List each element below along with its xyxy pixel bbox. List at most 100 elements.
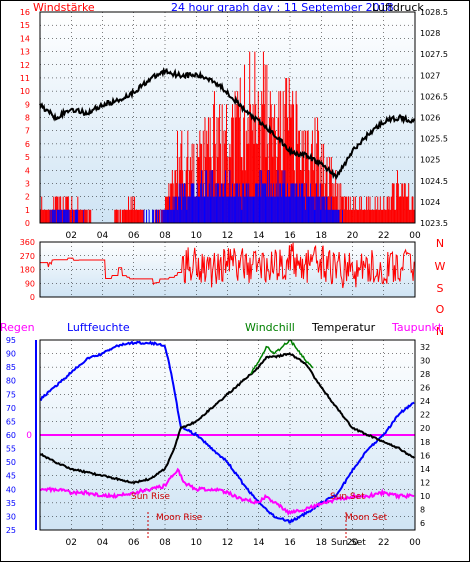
moon-rise-label: Moon Rise: [156, 513, 203, 523]
humidity-y-tick-label: 60: [6, 431, 16, 440]
dewpoint-legend-label: Taupunkt: [391, 321, 443, 334]
wind-y-tick-label: 5: [25, 153, 30, 162]
wind-y-tick-label: 15: [20, 21, 30, 30]
compass-label: N: [436, 325, 444, 338]
humidity-x-tick-label: 14: [253, 538, 265, 548]
windchill-legend-label: Windchill: [245, 321, 295, 334]
temperature-y-tick-label: 16: [420, 451, 430, 460]
wind-y-tick-label: 16: [20, 8, 30, 17]
pressure-y-tick-label: 1024.5: [420, 177, 448, 186]
temperature-y-tick-label: 14: [420, 465, 430, 474]
wind-y-tick-label: 7: [25, 127, 30, 136]
pressure-y-tick-label: 1025.5: [420, 135, 448, 144]
sun-set-label: Sun Set: [330, 492, 365, 502]
humidity-y-tick-label: 40: [6, 485, 16, 494]
moon-set-label: Moon Set: [345, 513, 388, 523]
humidity-y-tick-label: 95: [6, 336, 16, 345]
humidity-y-tick-label: 30: [6, 512, 16, 521]
humidity-x-tick-label: 20: [347, 538, 359, 548]
compass-label: N: [436, 237, 444, 250]
pressure-y-tick-label: 1026: [420, 114, 440, 123]
pressure-y-tick-label: 1026.5: [420, 92, 448, 101]
temperature-y-tick-label: 18: [420, 438, 430, 447]
wind-y-tick-label: 13: [20, 48, 30, 57]
temperature-y-tick-label: 6: [420, 519, 425, 528]
panel-wind-pressure-axes: 0123456789101112131415161023.510241024.5…: [20, 8, 448, 228]
pressure-y-tick-label: 1028: [420, 29, 440, 38]
wind-y-tick-label: 0: [25, 219, 30, 228]
humidity-y-tick-label: 45: [6, 472, 16, 481]
direction-line: [40, 242, 416, 289]
temperature-legend-label: Temperatur: [311, 321, 376, 334]
humidity-x-tick-label: 06: [128, 538, 140, 548]
temperature-y-tick-label: 24: [420, 397, 430, 406]
wind-x-tick-label: 14: [253, 231, 265, 241]
direction-y-tick-label: 0: [30, 293, 35, 302]
humidity-axis-title: Luftfeuchte: [67, 321, 130, 334]
sun-rise-label: Sun Rise: [131, 492, 170, 502]
pressure-y-tick-label: 1028.5: [420, 8, 448, 17]
temperature-y-tick-label: 20: [420, 424, 430, 433]
direction-y-tick-label: 180: [20, 266, 35, 275]
humidity-y-tick-label: 50: [6, 458, 16, 467]
sun-set-bottom-label: Sun Set: [331, 538, 366, 548]
pressure-y-tick-label: 1023.5: [420, 219, 448, 228]
pressure-y-tick-label: 1025: [420, 156, 440, 165]
humidity-x-tick-label: 04: [97, 538, 109, 548]
direction-y-tick-label: 270: [20, 252, 35, 261]
wind-x-tick-label: 10: [191, 231, 203, 241]
humidity-y-tick-label: 65: [6, 417, 16, 426]
wind-y-tick-label: 9: [25, 100, 30, 109]
wind-y-tick-label: 12: [20, 61, 30, 70]
wind-x-tick-label: 06: [128, 231, 140, 241]
pressure-y-tick-label: 1027.5: [420, 50, 448, 59]
wind-y-tick-label: 11: [20, 74, 30, 83]
temperature-line: [39, 352, 415, 485]
wind-x-tick-label: 12: [222, 231, 233, 241]
rain-tick-label: 0: [26, 431, 32, 441]
temperature-y-tick-label: 10: [420, 492, 430, 501]
humidity-x-tick-label: 22: [378, 538, 389, 548]
panel-wind-pressure-border: [39, 11, 416, 224]
pressure-y-tick-label: 1027: [420, 71, 440, 80]
wind-x-tick-label: 04: [97, 231, 109, 241]
temperature-y-tick-label: 22: [420, 411, 430, 420]
wind-y-tick-label: 3: [25, 179, 30, 188]
humidity-y-tick-label: 90: [6, 350, 16, 359]
dewpoint-line: [39, 467, 415, 516]
panel-humidity-temperature-series: [39, 339, 415, 524]
humidity-x-tick-label: 16: [284, 538, 296, 548]
wind-y-tick-label: 10: [20, 87, 30, 96]
right-axis-title: Luftdruck: [372, 1, 424, 14]
panel-humidity-temperature-border: [39, 339, 416, 531]
humidity-x-tick-label: 18: [316, 538, 328, 548]
panel-humidity-temperature-axes: 25 30 35 40 45 50 55 60 65 70 75 80 85 90 95 6 8 10 12 14 16…: [6, 336, 430, 535]
wind-x-tick-label: 02: [66, 231, 77, 241]
temperature-y-tick-label: 30: [420, 356, 430, 365]
humidity-y-tick-label: 75: [6, 390, 16, 399]
windchill-line: [250, 339, 314, 375]
temperature-y-tick-label: 12: [420, 479, 430, 488]
temperature-y-tick-label: 28: [420, 370, 430, 379]
humidity-x-tick-label: 02: [66, 538, 77, 548]
wind-y-tick-label: 4: [25, 166, 30, 175]
wind-y-tick-label: 6: [25, 140, 30, 149]
humidity-x-tick-label: 10: [191, 538, 203, 548]
humidity-y-tick-label: 85: [6, 363, 16, 372]
humidity-x-tick-label: 00: [409, 538, 421, 548]
humidity-y-tick-label: 35: [6, 499, 16, 508]
wind-x-tick-label: 00: [409, 231, 421, 241]
panel-wind-direction-border: [39, 241, 416, 298]
humidity-line: [39, 340, 415, 524]
humidity-x-tick-label: 12: [222, 538, 233, 548]
wind-y-tick-label: 8: [25, 114, 30, 123]
temperature-y-tick-label: 8: [420, 506, 425, 515]
wind-x-tick-label: 08: [159, 231, 171, 241]
wind-x-tick-label: 22: [378, 231, 389, 241]
direction-y-tick-label: 90: [25, 279, 35, 288]
humidity-x-tick-label: 08: [159, 538, 171, 548]
wind-x-tick-label: 18: [316, 231, 328, 241]
